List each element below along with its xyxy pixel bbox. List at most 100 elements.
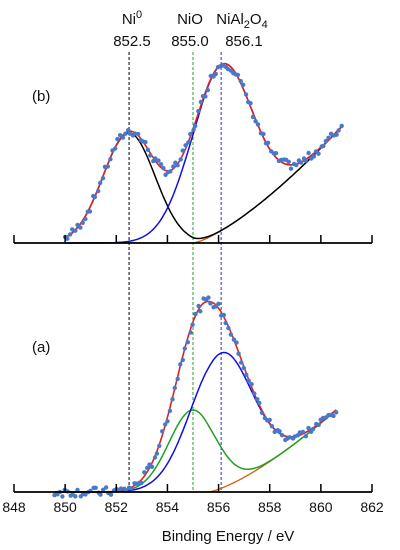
panel-b-data-point	[303, 158, 308, 163]
panel-a-data-point	[175, 376, 180, 382]
x-tick-labels: 848 850 852 854 856 858 860 862	[2, 499, 384, 515]
panel-b-data-point	[286, 159, 291, 164]
panel-a-data-point	[182, 346, 187, 351]
panel-b-data-point	[123, 131, 128, 136]
panel-b-data-point	[326, 135, 331, 140]
panel-a-data-point	[269, 424, 275, 429]
panel-a-data-point	[303, 434, 308, 439]
panel-label-a: (a)	[32, 339, 50, 356]
panel-b-plot	[62, 62, 344, 244]
panel-a-data-point	[75, 487, 80, 493]
panel-b-data-point	[294, 162, 299, 168]
panel-b-data-point	[339, 123, 344, 129]
panel-a-data-point	[180, 357, 185, 363]
panel-b-data-point	[213, 71, 218, 77]
panel-b-data-point	[100, 176, 106, 181]
panel-b-data-point	[196, 108, 201, 114]
panel-b-data-point	[255, 122, 261, 127]
panel-b-data-point	[203, 94, 208, 99]
panel-a-data-point	[231, 337, 237, 342]
panel-b-data-point	[238, 78, 243, 84]
panel-b-data-point	[198, 99, 204, 105]
panel-b-data-point	[96, 188, 101, 194]
panel-b-data-point	[168, 169, 173, 174]
panel-b-data-point	[87, 209, 93, 214]
panel-a-data-point	[310, 426, 316, 432]
ref-label-nial2o4: NiAl2O4 856.1	[216, 11, 267, 50]
panel-a-data-point	[98, 492, 103, 497]
panel-b-data-point	[158, 162, 164, 167]
panel-a-data-point	[246, 378, 251, 383]
panel-b-data-point	[188, 131, 193, 137]
panel-a-data-point	[249, 382, 254, 387]
panel-a-data-point	[129, 486, 134, 491]
panel-a-data-point	[234, 340, 239, 345]
reference-lines	[128, 52, 222, 492]
panel-a-data-point	[83, 492, 88, 497]
ref-label-ni0-main: Ni	[122, 11, 136, 28]
panel-b-background-line	[65, 126, 342, 244]
panel-a-data-point	[178, 362, 183, 367]
panel-b-data-point	[311, 154, 317, 159]
panel-b-data-point	[78, 225, 83, 230]
panel-b-data-point	[80, 220, 85, 225]
panel-b-data-point	[316, 151, 321, 156]
panel-a-axis	[13, 484, 373, 493]
panel-b-data-point	[143, 139, 148, 145]
panel-a-data-point	[300, 429, 306, 435]
panel-a-data-point	[198, 309, 203, 314]
panel-b-data-point	[145, 147, 151, 152]
panel-a-data-point	[170, 397, 175, 402]
panel-a-data-point	[93, 485, 98, 490]
panel-b-data-point	[113, 146, 118, 151]
x-tick-label-856: 856	[207, 499, 231, 515]
panel-b-data-point	[235, 72, 241, 78]
ref-label-ni0: Ni0 852.5	[113, 9, 151, 50]
panel-b-data-point	[108, 157, 113, 162]
panel-a-data-point	[221, 312, 227, 318]
panel-a-data-point	[152, 455, 158, 460]
panel-b-data-point	[253, 119, 258, 124]
panel-a-component-nio	[54, 409, 337, 493]
panel-a-data-point	[255, 397, 260, 402]
x-tick-label-848: 848	[2, 499, 26, 515]
panel-a-data-point	[228, 332, 234, 337]
panel-b-data-point	[153, 156, 158, 161]
panel-a-data-point	[73, 494, 78, 499]
panel-a-data-point	[100, 487, 106, 492]
x-tick-label-862: 862	[360, 499, 384, 515]
ref-label-nio-main: NiO	[177, 11, 203, 28]
panel-a-data-point	[154, 451, 160, 456]
panel-b-data-point	[336, 128, 341, 133]
panel-b-data-point	[171, 164, 176, 169]
panel-b-data-point	[273, 151, 279, 156]
panel-b-data-point	[65, 236, 70, 241]
panel-b-component-nial2o4	[65, 62, 342, 244]
panel-a-data-point	[306, 425, 311, 431]
x-tick-label-858: 858	[258, 499, 282, 515]
panel-b-data-point	[186, 140, 191, 145]
panel-a-data-point	[188, 330, 193, 335]
panel-a-data-point	[239, 360, 244, 365]
panel-a-data-point	[331, 413, 336, 419]
panel-a-data-point	[185, 340, 190, 345]
panel-b-envelope	[64, 62, 342, 239]
panel-b-data-point	[183, 143, 188, 148]
panel-b-data-point	[250, 114, 256, 120]
ref-label-nial2o4-sub2: 4	[262, 19, 268, 31]
panel-a-data-point	[160, 429, 165, 434]
panel-a-data-point	[226, 325, 231, 331]
x-tick-label-854: 854	[156, 499, 180, 515]
panel-b-data-point	[148, 153, 153, 158]
panel-b-data-point	[261, 131, 266, 137]
panel-b-data-point	[135, 131, 141, 137]
panel-a-data-point	[139, 480, 144, 486]
panel-b-data-point	[67, 232, 73, 237]
panel-b-data-point	[92, 194, 98, 200]
panel-b-data-point	[323, 138, 329, 144]
panel-a-plot	[52, 295, 339, 499]
panel-a-data-point	[334, 410, 339, 415]
panel-a-data-point	[157, 443, 162, 449]
ref-label-nio: NiO 855.0	[171, 11, 209, 50]
